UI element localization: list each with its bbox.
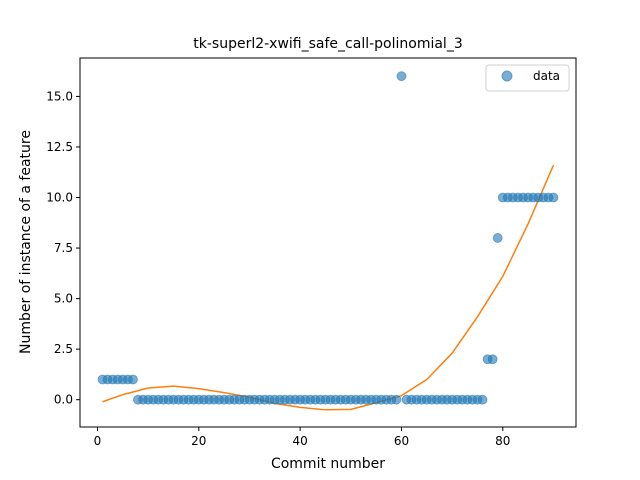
y-tick-label: 0.0 [54, 393, 73, 407]
y-tick-label: 5.0 [54, 292, 73, 306]
chart-title: tk-superl2-xwifi_safe_call-polinomial_3 [193, 36, 462, 52]
legend: data [485, 64, 570, 92]
x-tick-label: 40 [292, 434, 307, 448]
y-tick-label: 12.5 [46, 140, 73, 154]
x-tick-label: 0 [94, 434, 102, 448]
x-tick-label: 20 [191, 434, 206, 448]
plot-frame [79, 57, 577, 428]
data-point [477, 394, 488, 405]
fit-curve-layer [102, 164, 555, 411]
x-axis: 0 20 40 60 80 [94, 427, 510, 448]
data-point [391, 394, 402, 405]
data-point [548, 192, 559, 203]
data-points-layer [97, 71, 559, 405]
x-tick-label: 80 [495, 434, 510, 448]
data-point [487, 354, 498, 365]
legend-label: data [533, 69, 560, 83]
plot-background [80, 58, 576, 427]
y-tick-label: 15.0 [46, 89, 73, 103]
legend-marker [501, 70, 513, 82]
y-axis: 0.0 2.5 5.0 7.5 10.0 12.5 15.0 [46, 89, 80, 407]
y-tick-label: 2.5 [54, 342, 73, 356]
y-tick-label: 10.0 [46, 191, 73, 205]
data-point [128, 374, 138, 385]
x-tick-label: 60 [394, 434, 409, 448]
data-point [492, 233, 503, 243]
y-tick-label: 7.5 [54, 241, 73, 255]
data-point [396, 71, 407, 82]
y-axis-label: Number of instance of a feature [18, 130, 34, 354]
plot-area [79, 57, 577, 428]
x-axis-label: Commit number [271, 456, 385, 472]
fit-curve-line [102, 164, 555, 411]
